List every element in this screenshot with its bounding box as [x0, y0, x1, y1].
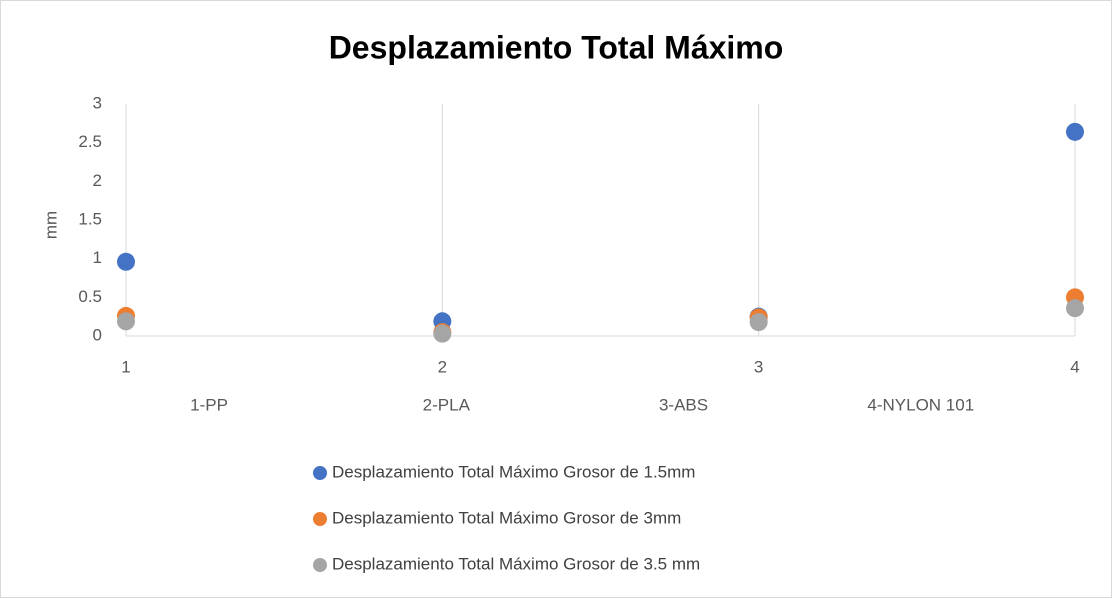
data-point: [433, 324, 452, 343]
y-tick-label: 3: [93, 93, 102, 112]
chart-title: Desplazamiento Total Máximo: [329, 29, 784, 65]
legend-label: Desplazamiento Total Máximo Grosor de 3m…: [332, 508, 681, 527]
y-tick-label: 1: [93, 248, 102, 267]
data-point: [117, 312, 135, 331]
x-tick-label: 2: [438, 357, 447, 376]
data-point: [1066, 299, 1084, 318]
x-tick-label: 4: [1070, 357, 1079, 376]
y-tick-label: 0.5: [78, 287, 102, 306]
x-tick-label: 3: [754, 357, 763, 376]
category-label: 2-PLA: [423, 395, 471, 414]
y-tick-label: 2: [93, 171, 102, 190]
legend-label: Desplazamiento Total Máximo Grosor de 3.…: [332, 554, 700, 573]
data-point: [1066, 122, 1084, 141]
data-point: [749, 313, 768, 332]
y-tick-label: 2.5: [78, 132, 102, 151]
legend-marker: [313, 558, 327, 572]
y-tick-label: 1.5: [78, 209, 102, 228]
y-tick-label: 0: [93, 325, 102, 344]
category-label: 4-NYLON 101: [867, 395, 974, 414]
category-label: 1-PP: [190, 395, 228, 414]
legend-marker: [313, 512, 327, 526]
y-axis-label: mm: [41, 211, 60, 239]
x-tick-label: 1: [121, 357, 130, 376]
legend-marker: [313, 466, 327, 480]
data-point: [117, 252, 135, 271]
legend-label: Desplazamiento Total Máximo Grosor de 1.…: [332, 462, 695, 481]
category-label: 3-ABS: [659, 395, 708, 414]
